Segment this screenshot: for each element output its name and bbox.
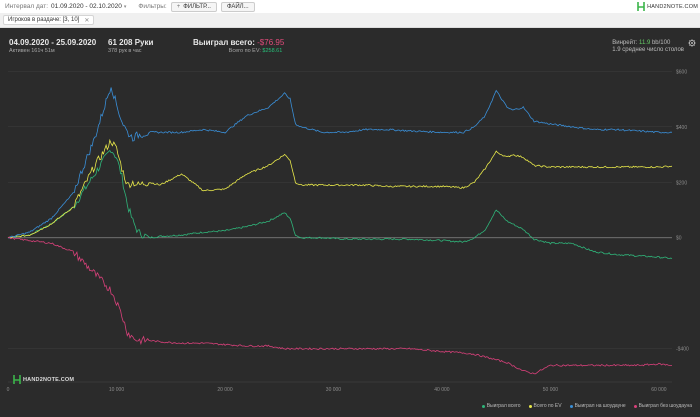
filter-chip-players[interactable]: Игроков в раздаче: [3, 10] ✕: [3, 15, 95, 25]
legend-dot-icon: [569, 404, 573, 408]
filter-chip-label: Игроков в раздаче: [3, 10]: [8, 17, 80, 23]
stat-period: 04.09.2020 - 25.09.2020 Активен 161ч 51м: [9, 38, 96, 54]
file-button[interactable]: ФАЙЛ...: [220, 1, 255, 12]
active-time: Активен 161ч 51м: [9, 48, 55, 54]
series-line-4: [7, 236, 672, 375]
series-line-2: [7, 138, 673, 239]
legend-item[interactable]: Всего по EV: [528, 403, 562, 409]
x-tick-label: 30 000: [326, 387, 342, 393]
period-value: 04.09.2020 - 25.09.2020: [9, 38, 97, 47]
hands-per-hour: 378 рук в час: [108, 48, 142, 54]
legend-label: Выиграл всего: [486, 403, 521, 409]
legend-dot-icon: [481, 404, 485, 408]
x-tick-label: 20 000: [217, 387, 233, 393]
y-tick-label: $0: [676, 236, 682, 242]
profit-chart: -$400 $0 $200 $400 $600 0 10 000 20 000 30 000 40…: [7, 69, 689, 393]
y-tick-label: $600: [676, 69, 687, 75]
plus-icon: +: [176, 3, 181, 10]
won-value: -$76.95: [257, 38, 285, 47]
winrate-value: 11.9: [639, 40, 651, 46]
filter-chips-bar: Игроков в раздаче: [3, 10] ✕: [0, 13, 700, 28]
legend-dot-icon: [528, 404, 532, 408]
y-tick-label: $200: [676, 180, 687, 186]
won-label: Выиграл всего:: [193, 38, 255, 47]
filters-label: Фильтры:: [138, 3, 167, 10]
x-tick-label: 40 000: [434, 387, 450, 393]
filter-button[interactable]: + ФИЛЬТР...: [170, 1, 217, 12]
x-tick-label: 60 000: [651, 387, 667, 393]
legend-item[interactable]: Выиграл на шоудауне: [569, 403, 626, 409]
ev-label: Всего по EV:: [228, 48, 261, 54]
date-range-select[interactable]: 01.09.2020 - 02.10.2020: [51, 3, 122, 10]
ev-value: $258.61: [262, 48, 283, 54]
legend-label: Всего по EV: [533, 403, 562, 409]
winrate-label: Винрейт:: [612, 40, 638, 46]
chevron-down-icon[interactable]: ▾: [123, 3, 127, 10]
chart-legend: Выиграл всего Всего по EV Выиграл на шоуда…: [474, 403, 692, 409]
legend-label: Выиграл без шоудауна: [638, 403, 692, 409]
legend-item[interactable]: Выиграл без шоудауна: [633, 403, 692, 409]
x-tick-label: 0: [7, 387, 10, 393]
stat-winrate: Винрейт: 11.9 bb/100 1.9 среднее число с…: [612, 39, 684, 53]
series-line-3: [7, 87, 673, 239]
avg-tables: 1.9 среднее число столов: [612, 47, 684, 53]
watermark: HAND2NOTE.COM: [13, 375, 74, 384]
y-tick-label: -$400: [676, 347, 689, 353]
series-line-1: [7, 149, 673, 260]
hands-value: 61 208 Руки: [108, 38, 154, 47]
file-button-label: ФАЙЛ...: [226, 3, 249, 10]
legend-dot-icon: [633, 404, 637, 408]
hand2note-logo-icon: [13, 375, 21, 384]
watermark-text: HAND2NOTE.COM: [23, 376, 75, 383]
legend-item[interactable]: Выиграл всего: [481, 403, 521, 409]
toolbar: Интервал дат: 01.09.2020 - 02.10.2020 ▾ …: [0, 0, 700, 13]
legend-label: Выиграл на шоудауне: [574, 403, 626, 409]
stat-won: Выиграл всего: -$76.95 Всего по EV: $258…: [193, 38, 284, 54]
settings-gear-icon[interactable]: [688, 39, 696, 47]
brand-name: HAND2NOTE.COM: [647, 3, 698, 10]
filter-button-label: ФИЛЬТР...: [183, 3, 211, 10]
x-tick-label: 50 000: [543, 387, 559, 393]
stat-hands: 61 208 Руки 378 рук в час: [108, 38, 153, 54]
brand-logo: HAND2NOTE.COM: [637, 0, 698, 13]
x-tick-label: 10 000: [109, 387, 125, 393]
y-tick-label: $400: [676, 125, 687, 131]
graph-panel: -$400 $0 $200 $400 $600 0 10 000 20 000 30 000 40…: [0, 30, 700, 417]
hand2note-logo-icon: [637, 2, 645, 11]
close-icon[interactable]: ✕: [84, 17, 90, 24]
date-range-label: Интервал дат:: [5, 3, 49, 10]
winrate-unit: bb/100: [651, 40, 671, 46]
